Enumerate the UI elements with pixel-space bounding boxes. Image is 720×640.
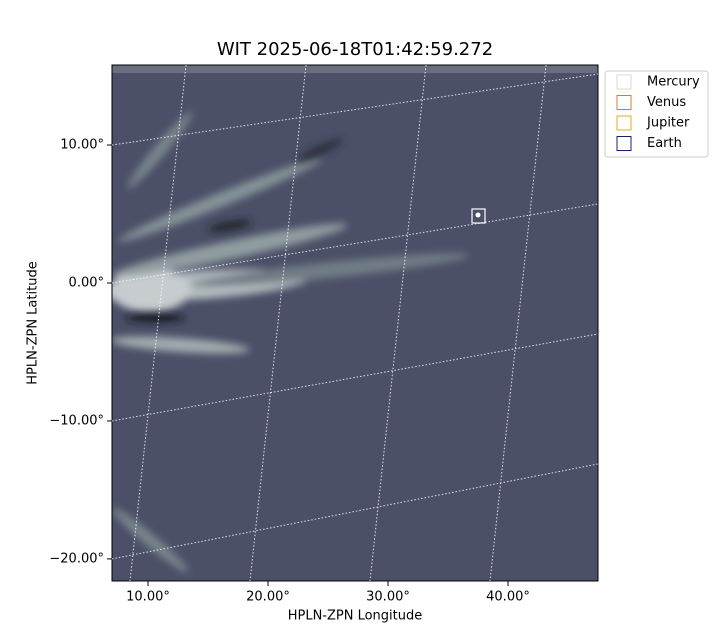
x-tick-label: 30.00° — [366, 590, 410, 605]
y-tick-label: 0.00° — [69, 275, 104, 290]
x-tick-label: 20.00° — [246, 590, 290, 605]
legend-swatch — [616, 115, 632, 131]
legend-swatch — [616, 136, 632, 151]
grid-line — [112, 73, 598, 146]
legend-label: Jupiter — [646, 116, 690, 131]
axes-frame — [111, 64, 599, 582]
legend: Mercury Venus Jupiter Earth — [604, 70, 709, 158]
legend-label: Mercury — [647, 75, 700, 90]
legend-swatch — [616, 74, 632, 90]
grid-line — [112, 203, 598, 284]
grid-line — [129, 65, 187, 581]
chart-title: WIT 2025-06-18T01:42:59.272 — [217, 39, 493, 60]
x-tick-label: 10.00° — [126, 590, 170, 605]
y-axis-label: HPLN-ZPN Latitude — [26, 261, 41, 384]
legend-swatch — [616, 95, 632, 110]
y-tick-label: 10.00° — [60, 138, 104, 153]
image — [112, 65, 598, 581]
grid-line — [249, 65, 307, 581]
x-axis-label: HPLN-ZPN Longitude — [288, 609, 423, 624]
legend-label: Earth — [647, 136, 682, 151]
x-tick-label: 40.00° — [486, 590, 530, 605]
y-tick-label: −10.00° — [49, 413, 104, 428]
grid-line — [489, 65, 547, 581]
legend-label: Venus — [647, 95, 686, 110]
grid-line — [369, 65, 427, 581]
y-tick-label: −20.00° — [49, 551, 104, 566]
